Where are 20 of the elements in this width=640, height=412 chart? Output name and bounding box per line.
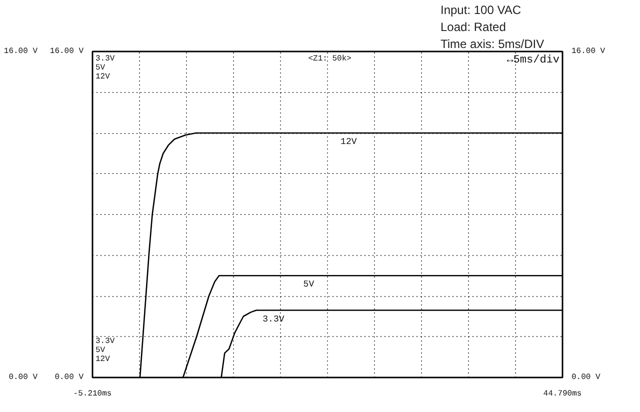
x-tick-label: 44.790ms — [543, 390, 582, 398]
y3-tick-label: 0.00 V — [8, 373, 38, 382]
text: Input: 100 VAC — [440, 3, 522, 17]
text: Time axis: 5ms/DIV — [440, 37, 544, 51]
annotation: 5V — [96, 346, 106, 355]
annotation: 3.3V — [96, 337, 115, 346]
y3-tick-label: 16.00 V — [4, 47, 38, 56]
annotation: 3.3V — [96, 54, 115, 64]
y2-tick-label: 16.00 V — [572, 47, 606, 56]
x-tick-label: -5.210ms — [73, 390, 112, 398]
series-label: 5V — [303, 280, 315, 290]
annotation: ↔5ms/div — [506, 54, 560, 66]
annotation: <Z1: 50k> — [308, 54, 352, 64]
series-label: 3.3V — [262, 314, 285, 324]
series-label: 12V — [340, 137, 358, 147]
y2-tick-label: 0.00 V — [572, 373, 601, 382]
text: Load: Rated — [440, 20, 506, 34]
annotation: 5V — [96, 64, 106, 72]
annotation: 12V — [96, 72, 110, 82]
annotation: 12V — [96, 355, 110, 364]
